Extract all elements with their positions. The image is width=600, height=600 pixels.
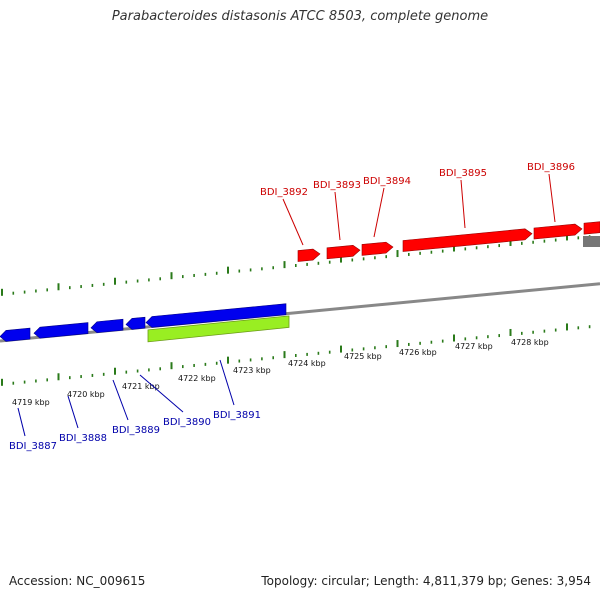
reverse-leader-line <box>67 395 79 429</box>
tick-label: 4728 kbp <box>511 338 549 347</box>
forward-leader-line <box>373 187 385 238</box>
forward-gene-arrow <box>326 244 361 260</box>
tick-label: 4726 kbp <box>399 348 437 357</box>
tick-label: 4725 kbp <box>344 352 382 361</box>
forward-gene-label: BDI_3893 <box>313 180 361 191</box>
tick-labels: 4719 kbp 4720 kbp 4721 kbp 4722 kbp 4723 kbp… <box>12 338 549 407</box>
edge-feature <box>583 236 600 247</box>
forward-gene-label: BDI_3892 <box>260 187 308 198</box>
forward-gene-arrow <box>533 223 583 240</box>
forward-gene-arrow <box>297 248 321 262</box>
forward-gene-label: BDI_3894 <box>363 176 411 187</box>
tick-label: 4720 kbp <box>67 390 105 399</box>
forward-gene-arrow <box>361 241 394 256</box>
reverse-leader-line <box>112 379 129 421</box>
diagram-title: Parabacteroides distasonis ATCC 8503, co… <box>111 9 489 24</box>
reverse-gene-label: BDI_3890 <box>163 417 211 428</box>
reverse-gene-arrow <box>125 316 146 330</box>
tick-label: 4722 kbp <box>178 374 216 383</box>
tick-label: 4727 kbp <box>455 342 493 351</box>
outer-tick-track <box>1 233 591 296</box>
forward-gene-label: BDI_3896 <box>527 162 575 173</box>
reverse-leader-line <box>219 359 235 406</box>
reverse-gene-label: BDI_3889 <box>112 425 160 436</box>
tick-label: 4719 kbp <box>12 398 50 407</box>
forward-leader-line <box>548 173 556 223</box>
accession-text: Accession: NC_009615 <box>9 574 146 588</box>
tick-label: 4724 kbp <box>288 359 326 368</box>
reverse-gene-label: BDI_3887 <box>9 441 57 452</box>
forward-gene-arrow <box>583 221 600 235</box>
reverse-gene-arrow <box>0 327 31 342</box>
forward-gene-label: BDI_3895 <box>439 168 487 179</box>
reverse-gene-arrow <box>145 303 287 328</box>
topology-summary: Topology: circular; Length: 4,811,379 bp… <box>261 574 591 588</box>
gene-features <box>0 221 600 343</box>
reverse-gene-arrow <box>33 322 89 339</box>
forward-leader-line <box>460 179 466 229</box>
reverse-leader-line <box>17 407 26 437</box>
gene-labels: BDI_3892 BDI_3893 BDI_3894 BDI_3895 BDI_3896… <box>9 162 575 452</box>
forward-leader-line <box>334 191 341 241</box>
reverse-leader-line <box>139 374 184 413</box>
reverse-gene-label: BDI_3891 <box>213 410 261 421</box>
forward-gene-arrow <box>402 228 533 252</box>
tick-label: 4723 kbp <box>233 366 271 375</box>
forward-leader-line <box>282 198 304 246</box>
reverse-gene-arrow <box>90 318 124 334</box>
highlight-gene-box <box>147 315 290 343</box>
inner-tick-track <box>1 323 591 386</box>
reverse-gene-label: BDI_3888 <box>59 433 107 444</box>
tick-label: 4721 kbp <box>122 382 160 391</box>
